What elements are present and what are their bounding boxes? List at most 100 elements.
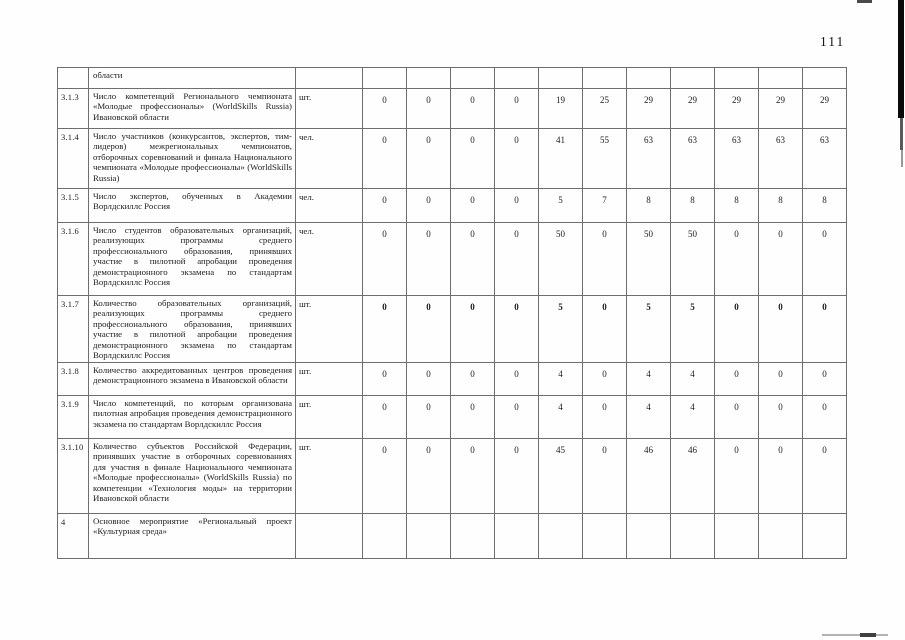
value-cell: 50	[626, 222, 671, 296]
row-id: 3.1.8	[57, 362, 89, 396]
value-cell: 63	[670, 128, 715, 189]
value-cell	[758, 67, 803, 89]
value-cell: 0	[714, 438, 759, 514]
row-description: Число компетенций, по которым организова…	[88, 395, 296, 439]
value-cell: 4	[626, 395, 671, 439]
value-cell: 0	[758, 362, 803, 396]
row-unit: чел.	[295, 188, 363, 223]
value-cell: 63	[714, 128, 759, 189]
value-cell: 0	[450, 395, 495, 439]
value-cell: 0	[494, 438, 539, 514]
value-cell: 0	[406, 188, 451, 223]
row-description: Основное мероприятие «Региональный проек…	[88, 513, 296, 559]
value-cell: 0	[450, 188, 495, 223]
value-cell: 4	[626, 362, 671, 396]
table-row: 3.1.6 Число студентов образовательных ор…	[57, 222, 847, 296]
value-cell	[450, 67, 495, 89]
row-id: 3.1.5	[57, 188, 89, 223]
value-cell: 4	[670, 362, 715, 396]
value-cell: 8	[626, 188, 671, 223]
row-unit: шт.	[295, 395, 363, 439]
value-cell: 0	[450, 88, 495, 129]
value-cell: 29	[626, 88, 671, 129]
value-cell: 0	[450, 362, 495, 396]
value-cell: 0	[406, 222, 451, 296]
value-cell: 0	[362, 88, 407, 129]
scan-artifact-bottom-line	[822, 634, 888, 636]
value-cell: 0	[406, 295, 451, 363]
scan-artifact-right-edge-line	[898, 0, 904, 118]
value-cell: 46	[670, 438, 715, 514]
value-cell: 0	[494, 295, 539, 363]
value-cell: 63	[626, 128, 671, 189]
value-cell: 0	[758, 222, 803, 296]
value-cell	[758, 513, 803, 559]
value-cell: 0	[362, 295, 407, 363]
row-unit	[295, 513, 363, 559]
value-cell: 0	[714, 395, 759, 439]
value-cell: 8	[802, 188, 847, 223]
value-cell	[582, 67, 627, 89]
table-row: 3.1.3 Число компетенций Регионального че…	[57, 88, 847, 129]
row-description: области	[88, 67, 296, 89]
table-row: 3.1.5 Число экспертов, обученных в Акаде…	[57, 188, 847, 223]
value-cell: 0	[582, 362, 627, 396]
row-unit	[295, 67, 363, 89]
value-cell: 4	[538, 362, 583, 396]
value-cell	[670, 67, 715, 89]
value-cell: 4	[538, 395, 583, 439]
value-cell: 63	[802, 128, 847, 189]
value-cell: 41	[538, 128, 583, 189]
row-description: Количество образовательных организаций, …	[88, 295, 296, 363]
value-cell: 45	[538, 438, 583, 514]
value-cell: 0	[802, 295, 847, 363]
value-cell	[450, 513, 495, 559]
value-cell: 5	[670, 295, 715, 363]
value-cell	[494, 67, 539, 89]
value-cell: 0	[450, 438, 495, 514]
table-row: 3.1.4 Число участников (конкурсантов, эк…	[57, 128, 847, 189]
value-cell: 0	[406, 395, 451, 439]
value-cell: 0	[362, 222, 407, 296]
value-cell: 0	[802, 222, 847, 296]
table-row: 3.1.9 Число компетенций, по которым орга…	[57, 395, 847, 439]
value-cell: 8	[670, 188, 715, 223]
value-cell: 0	[406, 362, 451, 396]
row-unit: шт.	[295, 295, 363, 363]
value-cell: 0	[406, 128, 451, 189]
value-cell: 0	[362, 128, 407, 189]
value-cell: 0	[362, 188, 407, 223]
value-cell: 0	[406, 88, 451, 129]
row-unit: чел.	[295, 222, 363, 296]
row-unit: шт.	[295, 362, 363, 396]
row-id	[57, 67, 89, 89]
value-cell: 0	[362, 438, 407, 514]
value-cell: 29	[714, 88, 759, 129]
value-cell: 0	[582, 222, 627, 296]
value-cell: 0	[714, 222, 759, 296]
row-description: Число компетенций Регионального чемпиона…	[88, 88, 296, 129]
table-row: 3.1.7 Количество образовательных организ…	[57, 295, 847, 363]
scan-artifact-right-edge-line-faint	[901, 150, 903, 167]
value-cell: 50	[538, 222, 583, 296]
page-number: 111	[820, 34, 846, 49]
row-unit: чел.	[295, 128, 363, 189]
table-row: области	[57, 67, 847, 89]
value-cell	[406, 67, 451, 89]
value-cell: 0	[582, 295, 627, 363]
row-description: Число студентов образовательных организа…	[88, 222, 296, 296]
value-cell: 0	[714, 295, 759, 363]
row-id: 3.1.7	[57, 295, 89, 363]
row-unit: шт.	[295, 438, 363, 514]
row-id: 4	[57, 513, 89, 559]
value-cell: 0	[802, 395, 847, 439]
value-cell: 0	[450, 128, 495, 189]
value-cell: 8	[758, 188, 803, 223]
value-cell	[494, 513, 539, 559]
value-cell: 46	[626, 438, 671, 514]
value-cell: 0	[582, 438, 627, 514]
value-cell	[406, 513, 451, 559]
value-cell	[626, 67, 671, 89]
scan-artifact-top-dash	[857, 0, 872, 3]
value-cell: 0	[494, 362, 539, 396]
